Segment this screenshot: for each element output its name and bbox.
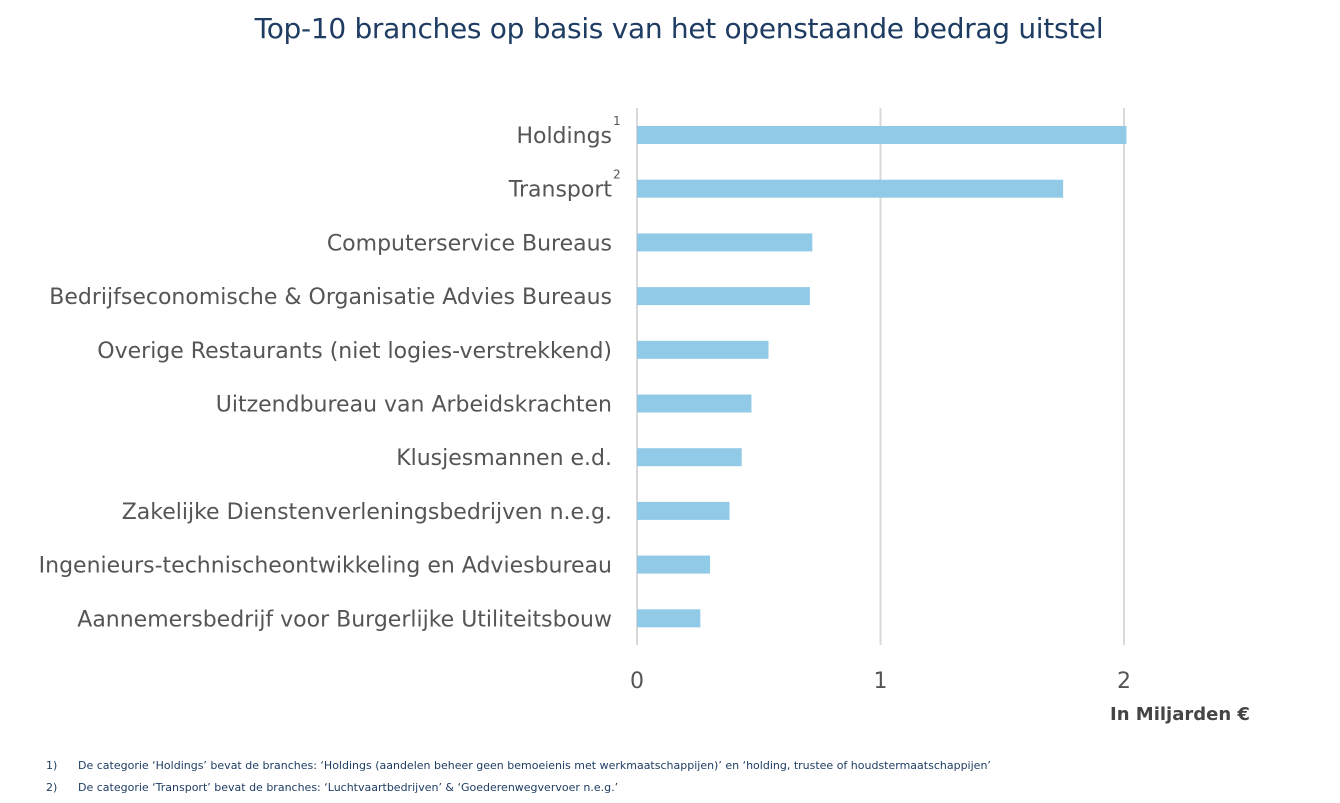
footnote-text: De categorie ‘Holdings’ bevat de branche… [78, 759, 991, 772]
x-axis-ticks: 0 1 2 [630, 669, 1131, 694]
category-label: Klusjesmannen e.d. [396, 446, 612, 471]
category-label: Uitzendbureau van Arbeidskrachten [216, 393, 612, 418]
bar [637, 501, 730, 520]
category-label: Transport [508, 178, 613, 203]
category-label: Aannemersbedrijf voor Burgerlijke Utilit… [77, 607, 612, 632]
category-label: Holdings [516, 124, 612, 149]
footnote-2: 2) De categorie ‘Transport’ bevat de bra… [46, 777, 991, 799]
footnote-number: 2) [46, 781, 58, 794]
x-tick-label: 2 [1117, 669, 1131, 694]
bar [637, 233, 813, 252]
bar [637, 126, 1127, 144]
bar [637, 448, 742, 467]
bar [637, 287, 810, 306]
category-label: Overige Restaurants (niet logies-verstre… [97, 339, 612, 364]
footnote-mark: 1 [613, 114, 621, 128]
footnote-number: 1) [46, 759, 58, 772]
bar [637, 340, 769, 359]
bar [637, 394, 752, 413]
bar [637, 609, 701, 628]
category-label: Zakelijke Dienstenverleningsbedrijven n.… [122, 500, 612, 525]
x-axis-label: In Miljarden € [1110, 704, 1250, 725]
bar [637, 555, 711, 574]
category-label: Bedrijfseconomische & Organisatie Advies… [49, 285, 612, 310]
bars [637, 126, 1127, 628]
bar [637, 179, 1064, 198]
category-label: Ingenieurs-technischeontwikkeling en Adv… [39, 554, 612, 579]
footnote-text: De categorie ‘Transport’ bevat de branch… [78, 781, 619, 794]
footnotes: 1) De categorie ‘Holdings’ bevat de bran… [46, 755, 991, 799]
chart-title: Top-10 branches op basis van het opensta… [254, 12, 1104, 45]
footnote-mark: 2 [613, 168, 621, 182]
category-label: Computerservice Bureaus [327, 231, 612, 256]
x-tick-label: 1 [874, 669, 888, 694]
footnote-1: 1) De categorie ‘Holdings’ bevat de bran… [46, 755, 991, 777]
x-tick-label: 0 [630, 669, 644, 694]
